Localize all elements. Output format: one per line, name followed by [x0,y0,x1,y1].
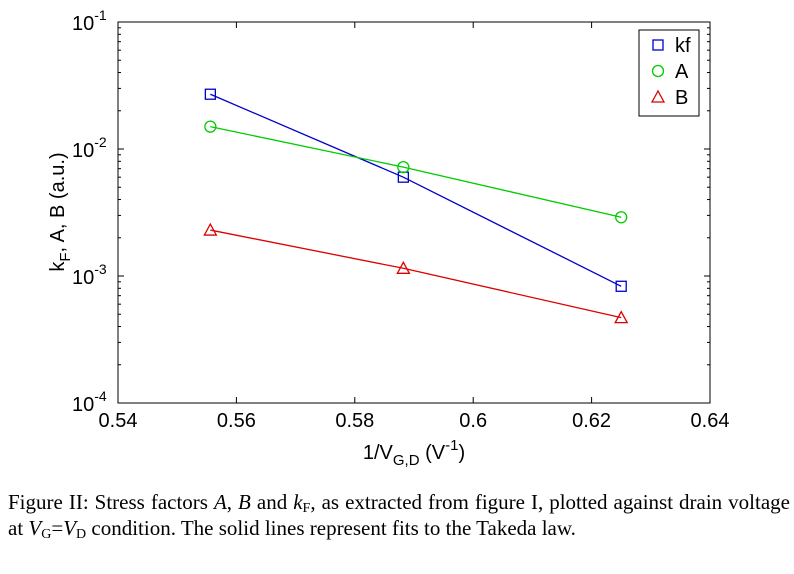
figure-caption: Figure II: Stress factors A, B and kF, a… [8,490,790,542]
chart: 0.54 0.56 0.58 0.6 0.62 0.6410-410-310-210-1 … [47,7,730,469]
legend-box [638,29,700,117]
x-tick-label: 0.62 [572,410,611,432]
y-tick-label: 10-3 [72,261,107,289]
legend-marker-a [651,64,665,78]
y-axis-label: kF, A, B (a.u.) [47,152,74,271]
data-point-b [396,260,411,274]
data-point-a [615,211,628,224]
legend-label-b: B [675,87,688,109]
data-point-a [204,120,217,133]
data-point-kf [204,88,217,100]
x-axis-label: 1/VG,D (V-1) [363,437,465,469]
x-tick-label: 0.58 [335,410,374,432]
y-tick-label: 10-1 [72,7,107,35]
data-point-b [614,310,629,324]
plot-area [117,21,711,404]
legend-marker-kf [652,39,664,51]
x-tick-label: 0.54 [99,410,138,432]
legend-marker-b [650,89,666,103]
x-tick-label: 0.6 [459,410,487,432]
series-line-kf [210,93,622,287]
x-tick-label: 0.64 [691,410,730,432]
series-line-a [210,126,622,218]
series-line-b [210,229,622,319]
x-tick-label: 0.56 [217,410,256,432]
legend-label-kf: kf [675,35,691,57]
y-tick-label: 10-2 [72,134,107,162]
data-point-a [397,160,410,174]
legend-label-a: A [675,61,689,83]
data-point-kf [615,280,627,292]
y-tick-label: 10-4 [72,388,107,416]
data-point-b [203,222,218,236]
